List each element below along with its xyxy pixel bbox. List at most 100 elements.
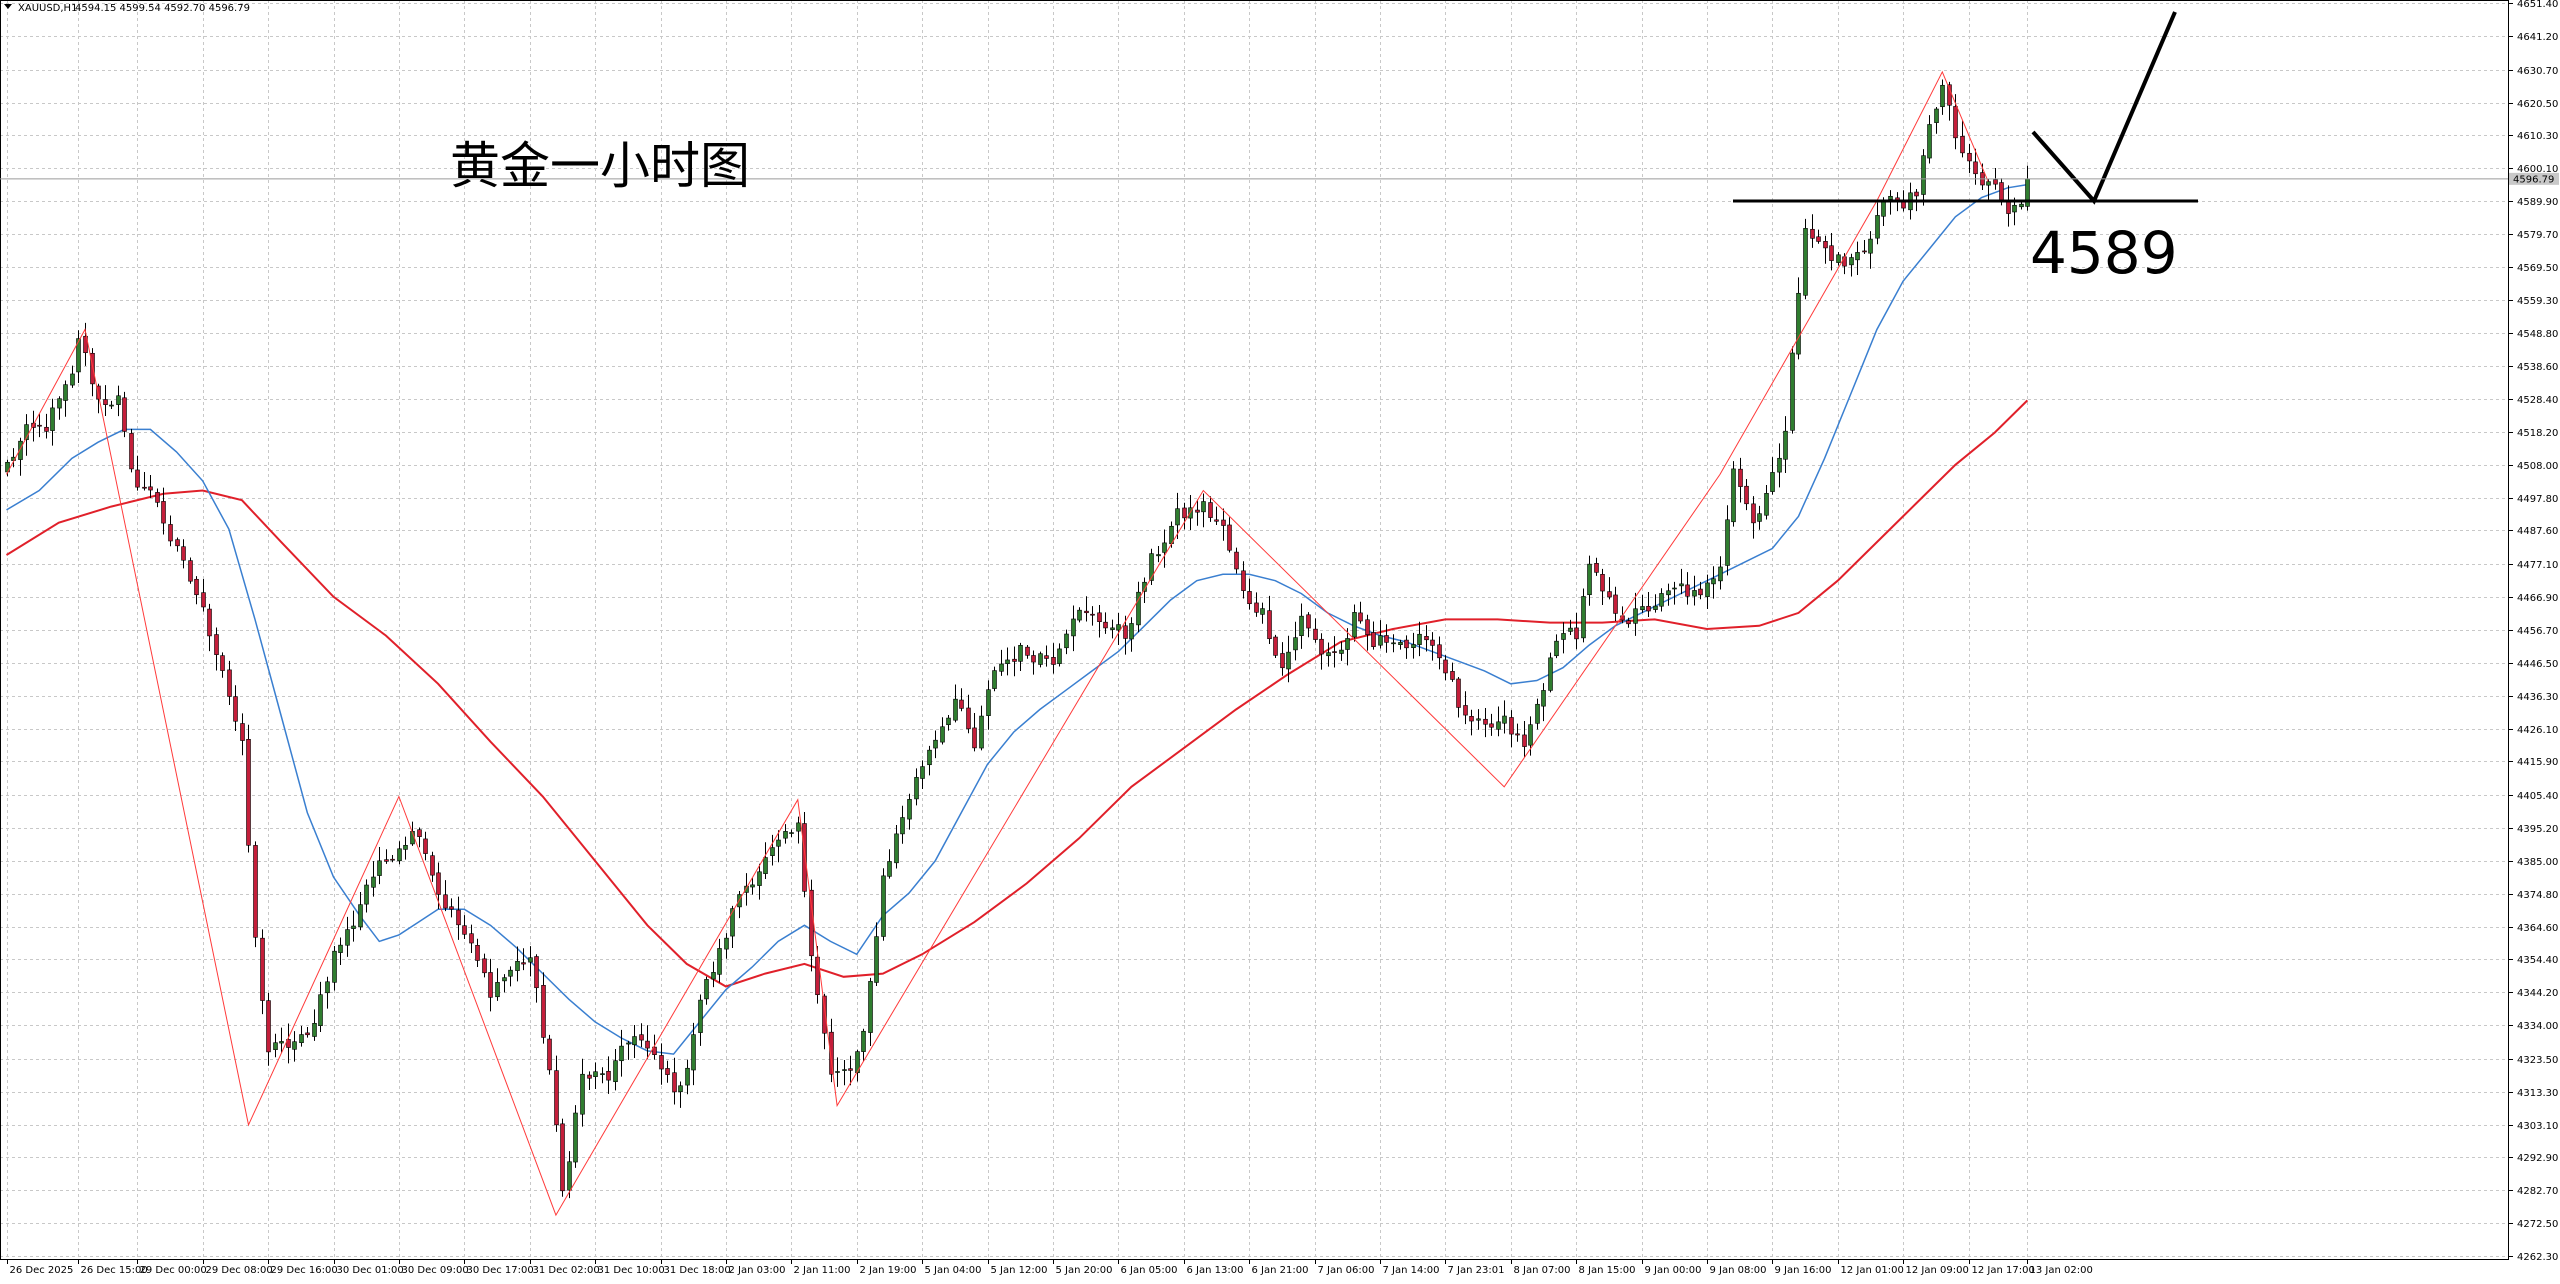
candle — [1849, 253, 1854, 277]
candle — [332, 946, 337, 991]
price-tick-label: 4641.20 — [2517, 32, 2558, 43]
candle — [1077, 607, 1082, 623]
candle — [24, 414, 29, 456]
candle — [260, 929, 265, 1015]
candle — [299, 1025, 304, 1047]
candle — [57, 396, 62, 420]
time-tick-label: 29 Dec 16:00 — [271, 1265, 338, 1276]
candle — [1371, 621, 1376, 650]
candle — [181, 539, 186, 569]
candle-body — [809, 889, 814, 957]
candle-body — [384, 859, 389, 862]
candle-body — [129, 433, 134, 470]
candle-body — [1927, 124, 1932, 159]
price-tick-label: 4620.50 — [2517, 99, 2558, 110]
candle — [567, 1151, 572, 1199]
candle-body — [502, 977, 507, 982]
candle-body — [1469, 716, 1474, 722]
candle — [273, 1033, 278, 1058]
price-tick-label: 4518.20 — [2517, 428, 2558, 439]
price-tick-label: 4374.80 — [2517, 890, 2558, 901]
candle — [881, 868, 886, 941]
candle — [770, 834, 775, 866]
candle-body — [802, 823, 807, 892]
dropdown-triangle-icon[interactable] — [4, 4, 12, 9]
candle — [1836, 252, 1841, 266]
candle-body — [351, 925, 356, 929]
candle — [1332, 636, 1337, 668]
candle-body — [1725, 519, 1730, 566]
candle — [207, 603, 212, 652]
candle-body — [358, 904, 363, 928]
candle — [371, 861, 376, 897]
candle — [201, 579, 206, 612]
candle-body — [1339, 649, 1344, 654]
candle-body — [717, 948, 722, 975]
candle-body — [1574, 627, 1579, 640]
candle-body — [207, 608, 212, 637]
candle-body — [1810, 228, 1815, 239]
candle — [253, 841, 258, 948]
candle-body — [881, 875, 886, 937]
time-tick-label: 6 Jan 05:00 — [1121, 1265, 1178, 1276]
candle-body — [1057, 648, 1062, 664]
candle — [1404, 635, 1409, 659]
candle-body — [194, 578, 199, 596]
candle — [521, 948, 526, 971]
candle-body — [1855, 252, 1860, 261]
candle-body — [279, 1041, 284, 1044]
price-tick-label: 4395.20 — [2517, 824, 2558, 835]
candle-body — [76, 338, 81, 373]
candle-body — [246, 739, 251, 846]
candle — [1483, 707, 1488, 738]
candle-body — [554, 1070, 559, 1126]
candle-body — [90, 352, 95, 385]
candle-body — [1326, 652, 1331, 657]
candle-body — [1018, 645, 1023, 662]
price-tick-label: 4466.90 — [2517, 593, 2558, 604]
candle-body — [547, 1038, 552, 1071]
time-tick-label: 31 Dec 10:00 — [598, 1265, 665, 1276]
candle — [914, 768, 919, 806]
candle-body — [1352, 612, 1357, 638]
candle — [1306, 612, 1311, 638]
candle — [560, 1118, 565, 1197]
candle — [966, 694, 971, 734]
candle-body — [332, 950, 337, 983]
candle — [142, 472, 147, 491]
candle — [1005, 647, 1010, 676]
candle — [632, 1025, 637, 1059]
candle-body — [1149, 553, 1154, 581]
candle-body — [1934, 108, 1939, 123]
candle — [1672, 581, 1677, 605]
candle — [940, 717, 945, 745]
candle-body — [724, 937, 729, 950]
candle-body — [842, 1069, 847, 1071]
candle — [829, 1018, 834, 1083]
candle-body — [1254, 602, 1259, 613]
candle-body — [534, 956, 539, 989]
candle — [1666, 583, 1671, 606]
candle-body — [109, 404, 114, 407]
candle — [96, 383, 101, 414]
candle — [1613, 586, 1618, 622]
candle-body — [1967, 152, 1972, 162]
candle — [1568, 619, 1573, 636]
candle — [1162, 529, 1167, 568]
candle-body — [822, 995, 827, 1034]
candle — [63, 380, 68, 417]
candle — [161, 487, 166, 535]
time-tick-label: 9 Jan 00:00 — [1645, 1265, 1702, 1276]
candle-body — [1476, 718, 1481, 721]
candle-body — [1914, 191, 1919, 197]
price-tick-label: 4282.70 — [2517, 1186, 2558, 1197]
candle-body — [1345, 638, 1350, 650]
candle-body — [1803, 228, 1808, 296]
candle — [698, 994, 703, 1046]
candle-body — [1234, 551, 1239, 570]
candle-body — [1764, 493, 1769, 516]
candle — [972, 712, 977, 752]
